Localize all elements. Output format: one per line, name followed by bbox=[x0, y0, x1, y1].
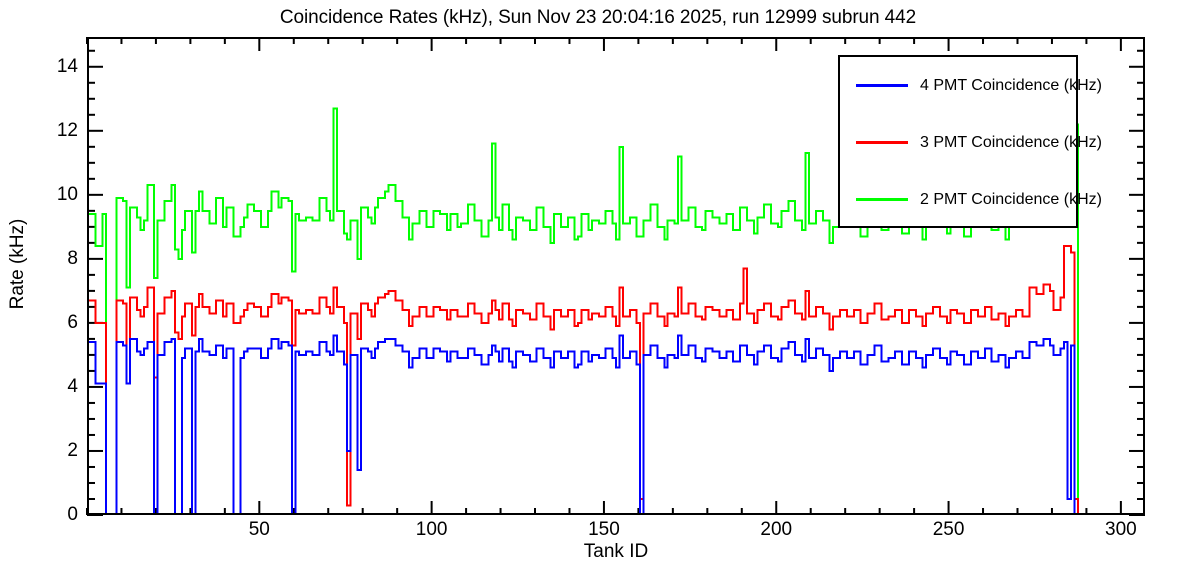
x-tick-label: 150 bbox=[588, 519, 620, 540]
y-tick-label: 10 bbox=[56, 183, 78, 205]
y-tick-label: 4 bbox=[67, 375, 78, 397]
y-tick-label: 6 bbox=[67, 311, 78, 333]
y-tick-label: 12 bbox=[56, 119, 78, 141]
x-tick-label: 300 bbox=[1105, 519, 1137, 540]
x-tick-label: 100 bbox=[415, 519, 448, 540]
y-axis-title: Rate (kHz) bbox=[7, 218, 28, 310]
y-tick-label: 8 bbox=[67, 247, 78, 269]
y-tick-label: 14 bbox=[56, 55, 78, 77]
x-axis-title: Tank ID bbox=[583, 541, 649, 562]
y-tick-label: 0 bbox=[67, 504, 78, 525]
y-tick-label: 2 bbox=[67, 439, 78, 461]
legend-color-swatch bbox=[856, 84, 908, 87]
series-line bbox=[88, 245, 1099, 515]
legend-label: 2 PMT Coincidence (kHz) bbox=[920, 190, 1102, 208]
legend-entry[interactable]: 3 PMT Coincidence (kHz) bbox=[840, 114, 1102, 171]
legend-label: 4 PMT Coincidence (kHz) bbox=[920, 76, 1102, 94]
legend: 4 PMT Coincidence (kHz) 3 PMT Coincidence… bbox=[838, 55, 1102, 228]
legend-color-swatch bbox=[856, 141, 908, 144]
legend-label: 3 PMT Coincidence (kHz) bbox=[920, 133, 1102, 151]
series-line bbox=[88, 334, 1099, 515]
chart-title: Coincidence Rates (kHz), Sun Nov 23 20:0… bbox=[279, 7, 917, 28]
x-tick-label: 200 bbox=[760, 519, 793, 540]
legend-entry[interactable]: 4 PMT Coincidence (kHz) bbox=[840, 57, 1102, 114]
x-tick-label: 250 bbox=[932, 519, 965, 540]
x-tick-label: 50 bbox=[248, 519, 270, 540]
legend-color-swatch bbox=[856, 198, 908, 201]
legend-entry[interactable]: 2 PMT Coincidence (kHz) bbox=[840, 171, 1102, 228]
